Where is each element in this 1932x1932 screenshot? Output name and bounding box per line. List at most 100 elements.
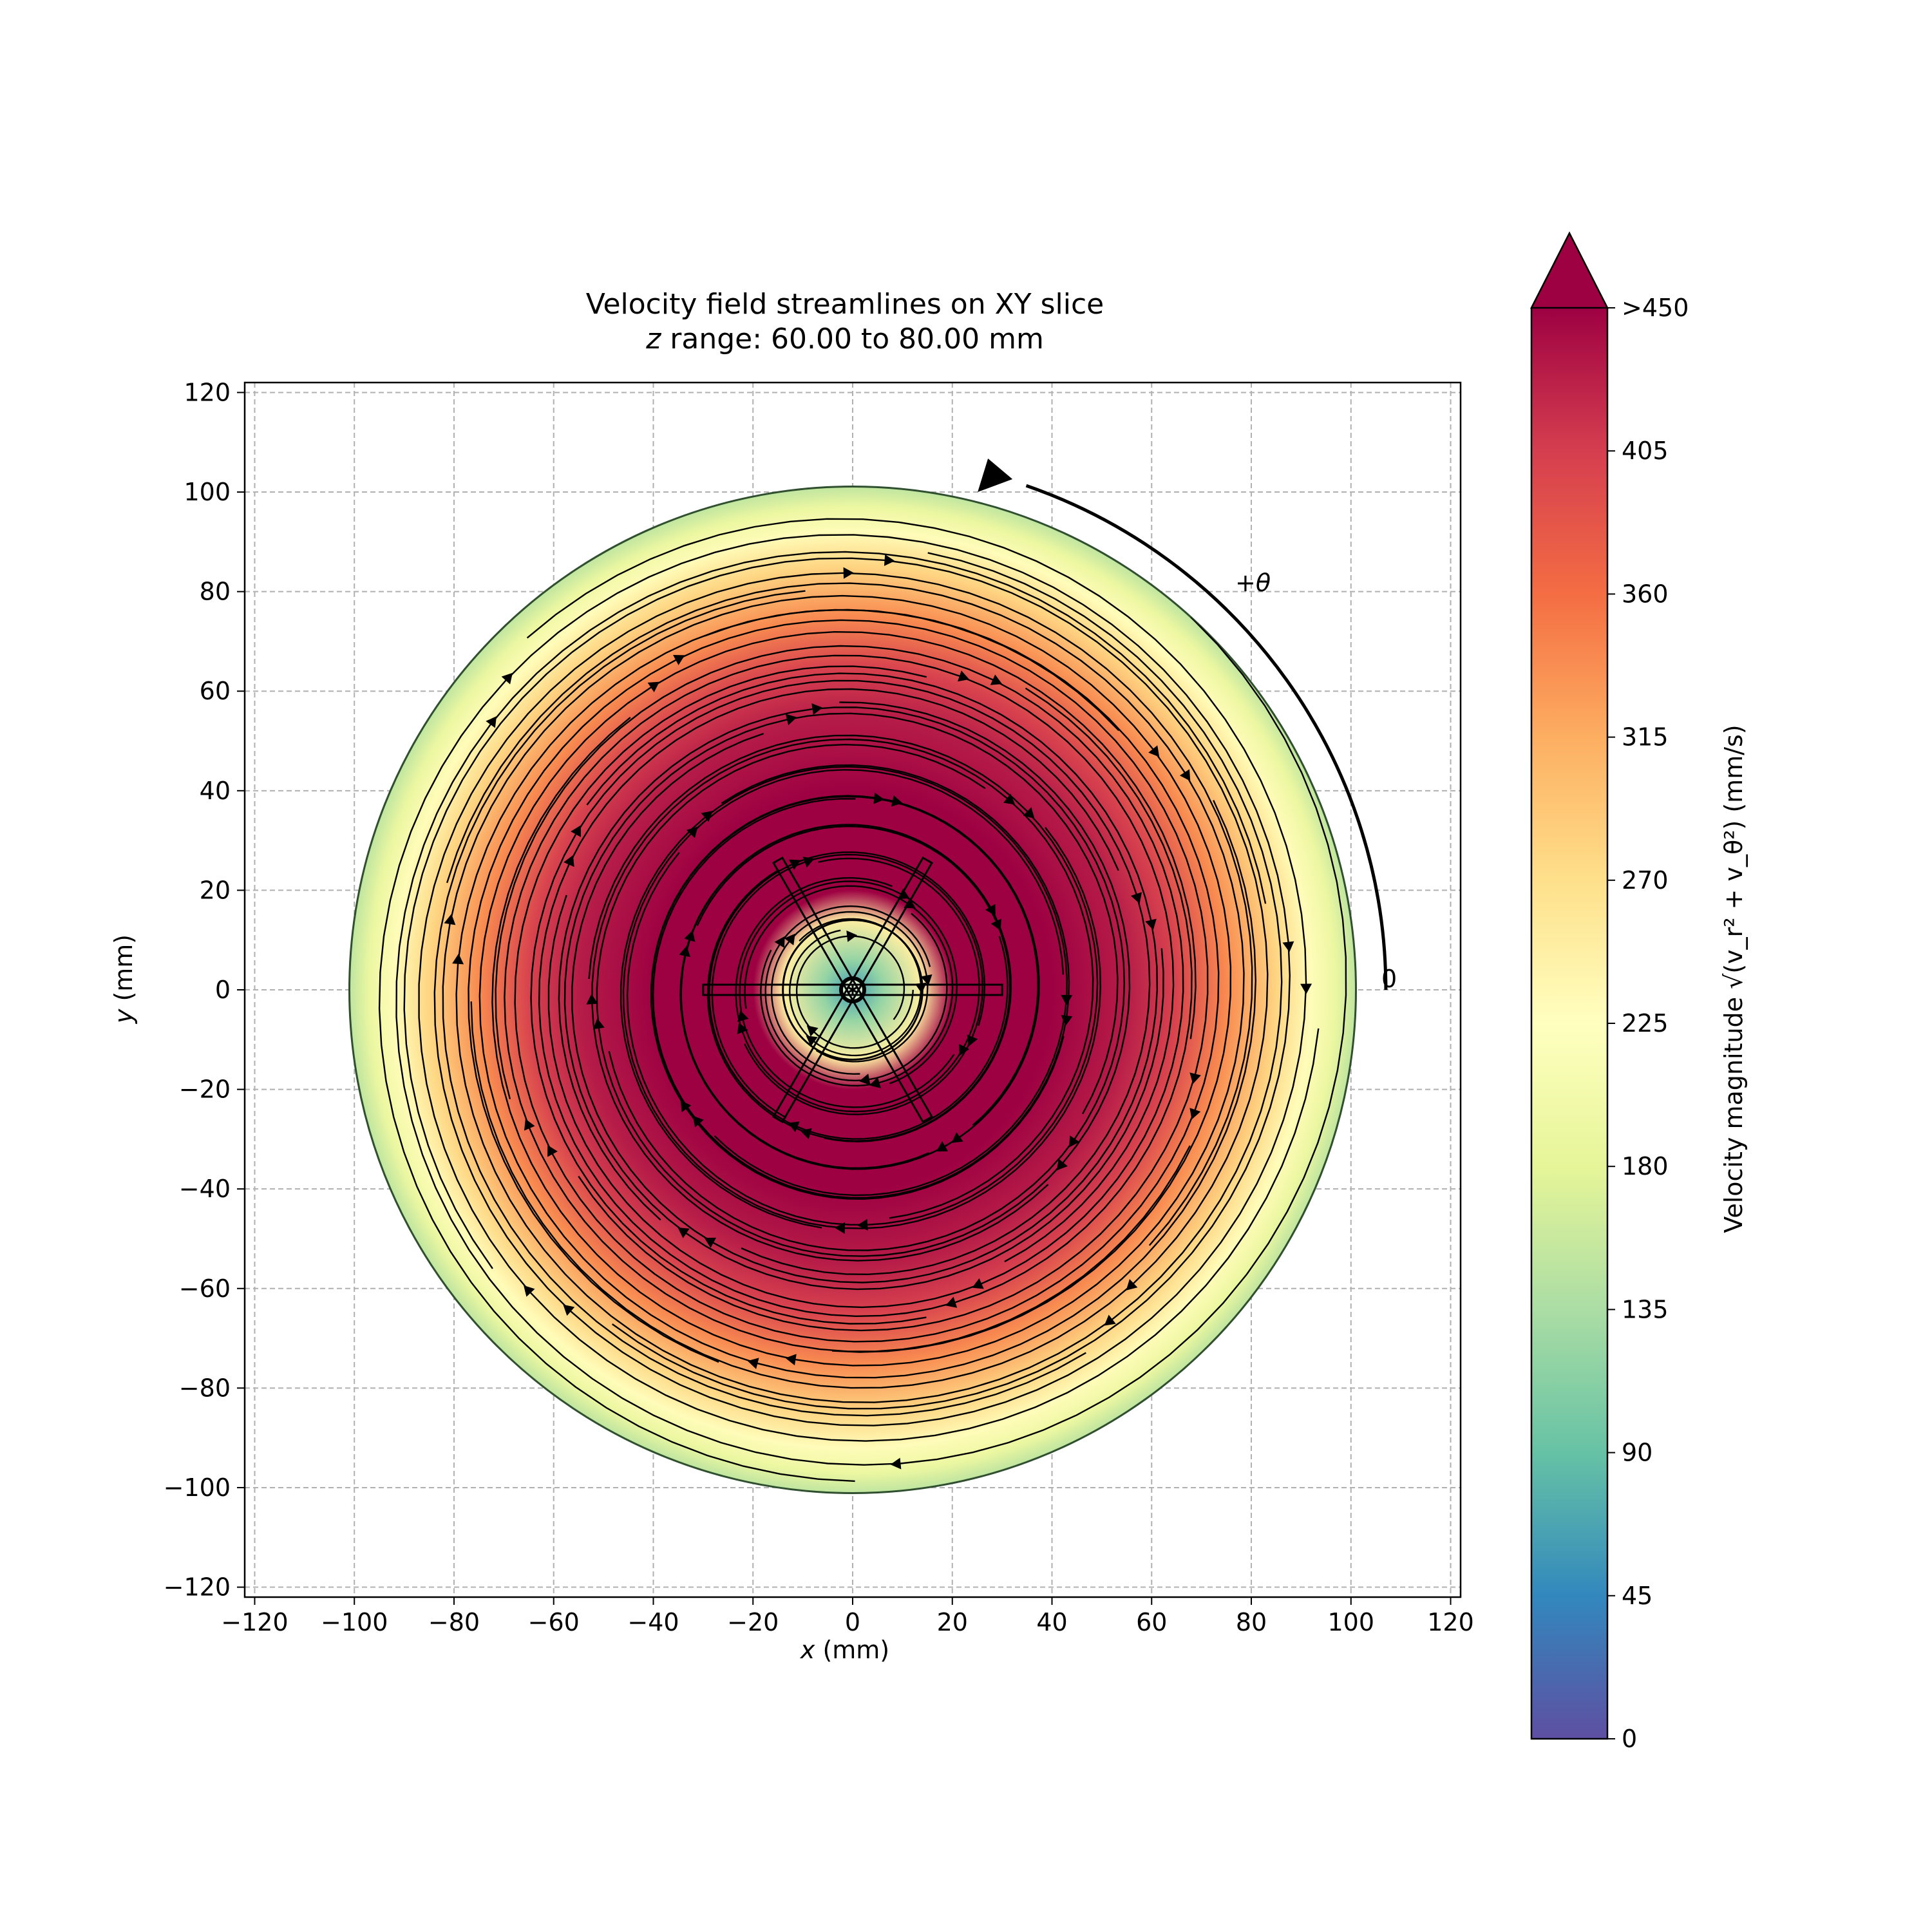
x-axis-label: x (mm) <box>800 1636 889 1664</box>
rotation-plus-label: +θ <box>1235 569 1271 597</box>
streamline-arrow <box>843 567 854 579</box>
streamline-arrow <box>1282 941 1294 952</box>
streamline-arrow <box>673 655 685 665</box>
streamline-arrow <box>884 554 895 566</box>
streamline-arrow <box>679 945 691 958</box>
streamline <box>530 679 1151 1325</box>
x-tick-label: 80 <box>1236 1608 1267 1636</box>
streamline-arrow <box>800 1128 812 1139</box>
rotation-arrowhead <box>978 458 1013 492</box>
streamline-arrow <box>951 1132 963 1143</box>
y-axis-label: y (mm) <box>109 934 138 1024</box>
impeller <box>702 856 1003 1124</box>
colorbar-tick-label: 405 <box>1622 437 1669 465</box>
streamline <box>468 619 1209 1363</box>
streamline <box>770 911 929 1075</box>
streamline <box>652 764 1070 1199</box>
streamline-arrow <box>958 670 970 682</box>
streamline <box>650 795 1065 1200</box>
y-tick-label: −100 <box>164 1473 231 1502</box>
streamline <box>442 594 1232 1417</box>
streamline-arrow <box>747 1358 759 1369</box>
x-tick-label: 60 <box>1136 1608 1167 1636</box>
streamline <box>418 572 1320 1442</box>
streamline-arrow <box>1145 918 1157 931</box>
streamline <box>571 672 1159 1283</box>
streamline-arrow <box>1130 892 1142 904</box>
streamline-arrow <box>486 716 497 728</box>
colorbar-tick-label: 360 <box>1622 580 1669 608</box>
colorbar-tick-label: 180 <box>1622 1152 1669 1180</box>
streamline-arrow <box>680 1100 692 1112</box>
streamline-arrow <box>524 1285 535 1297</box>
streamline <box>558 706 1126 1251</box>
streamline-arrow <box>563 1304 575 1316</box>
streamline-arrow <box>972 1278 984 1289</box>
colorbar-tick-label: 90 <box>1622 1439 1653 1467</box>
rotation-indicator <box>978 458 1388 990</box>
streamline <box>455 552 1283 1403</box>
streamline-arrow <box>811 703 823 715</box>
streamline <box>395 551 1347 1466</box>
streamline-arrow <box>873 792 885 804</box>
streamline <box>591 738 1094 1262</box>
impeller-blade <box>847 985 934 1124</box>
streamline-arrow <box>692 1115 704 1128</box>
x-tick-label: 0 <box>845 1608 860 1636</box>
y-tick-label: −20 <box>179 1075 231 1104</box>
streamline-arrow <box>586 994 598 1005</box>
streamline-arrow <box>774 936 785 949</box>
x-tick-label: −20 <box>727 1608 779 1636</box>
x-tick-label: −60 <box>528 1608 580 1636</box>
colorbar-tick-label: 270 <box>1622 866 1669 895</box>
streamline-arrow <box>857 1218 868 1231</box>
streamline-arrow <box>785 1354 797 1366</box>
streamline-arrow <box>890 1457 902 1470</box>
colorbar-tick-label: 225 <box>1622 1009 1669 1037</box>
streamline <box>764 905 948 1082</box>
y-tick-label: 120 <box>184 378 231 406</box>
streamline <box>403 557 1269 1389</box>
streamline-arrow <box>967 1034 978 1046</box>
streamline <box>744 885 954 1087</box>
streamline <box>711 853 983 1119</box>
streamline-arrow <box>571 825 581 837</box>
axis-ticks: −120 −100 −80 −60 −40 −20 0 20 40 60 80 100 120 −120 −… <box>164 378 1474 1636</box>
x-tick-label: −100 <box>321 1608 388 1636</box>
streamline-arrow <box>1189 1108 1201 1120</box>
streamline-arrow <box>990 674 1003 685</box>
impeller-blade <box>702 983 854 996</box>
streamline-arrow <box>920 974 933 986</box>
x-tick-label: 120 <box>1427 1608 1474 1636</box>
colorbar-tick-label: 45 <box>1622 1582 1653 1610</box>
x-tick-label: −40 <box>627 1608 679 1636</box>
streamline-arrow <box>737 1010 749 1022</box>
streamline-arrow <box>524 1119 535 1131</box>
y-tick-label: 40 <box>200 777 231 805</box>
y-tick-label: 0 <box>215 976 231 1004</box>
y-tick-label: 60 <box>200 677 231 705</box>
streamline-arrow <box>1148 745 1160 757</box>
y-tick-label: −60 <box>179 1274 231 1303</box>
rotation-zero-label: 0 <box>1381 965 1397 993</box>
streamline <box>433 518 1307 1426</box>
streamline <box>446 582 1245 1367</box>
streamline-arrow <box>547 1145 558 1157</box>
streamline-arrow <box>1300 983 1312 994</box>
streamline-arrow <box>945 1296 958 1308</box>
colorbar-tick-label: 135 <box>1622 1295 1669 1323</box>
chart-subtitle: z range: 60.00 to 80.00 mm <box>645 323 1044 355</box>
rotation-arc <box>1025 484 1388 990</box>
streamline-arrow <box>1068 1135 1080 1148</box>
impeller-hub <box>782 919 923 1061</box>
streamline <box>495 645 1184 1309</box>
y-tick-label: −80 <box>179 1374 231 1402</box>
streamline <box>596 701 1131 1257</box>
streamline <box>538 687 1193 1318</box>
colorbar-fill <box>1531 308 1607 1739</box>
streamline-arrow <box>647 681 659 692</box>
x-tick-label: −80 <box>428 1608 480 1636</box>
streamline-arrow <box>677 1227 690 1238</box>
streamline-arrow <box>859 1074 871 1085</box>
streamline <box>564 712 1164 1291</box>
